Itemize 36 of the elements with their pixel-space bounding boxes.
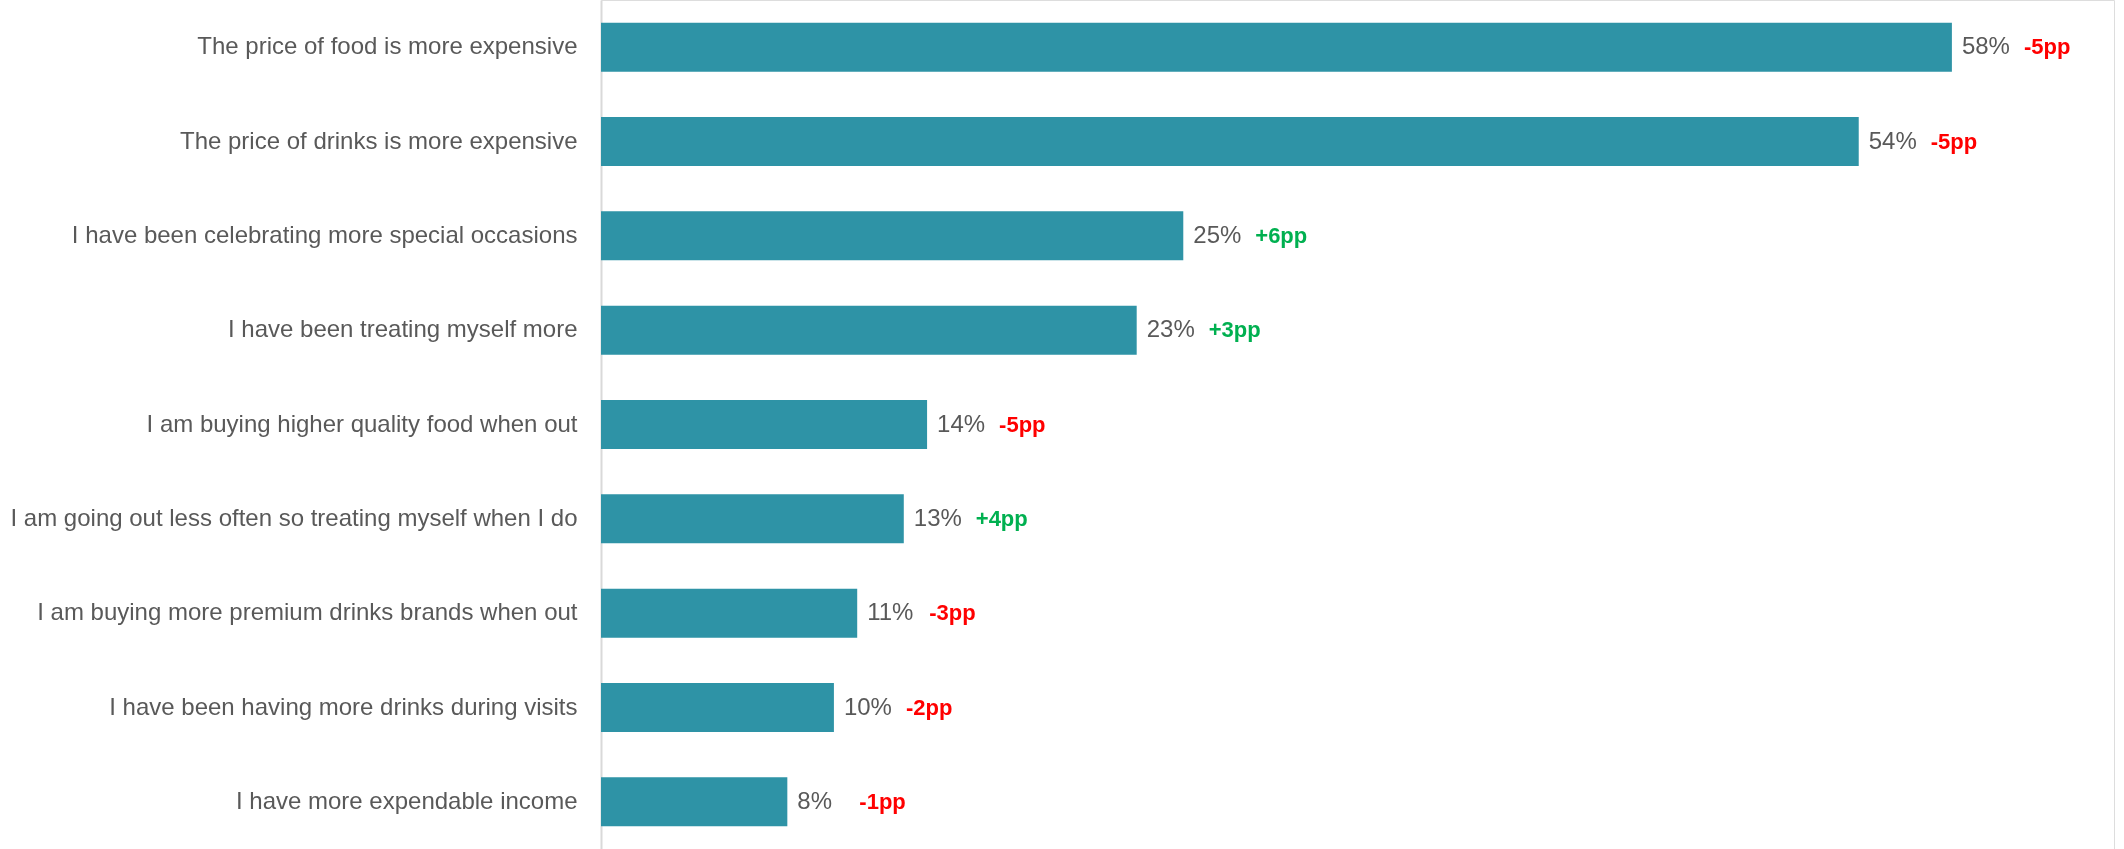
data-label: 13% — [913, 503, 962, 531]
data-label: 11% — [867, 598, 914, 626]
annotation: -5pp — [999, 411, 1046, 437]
data-label: 23% — [1146, 315, 1195, 343]
data-label: 25% — [1193, 220, 1242, 248]
y-tick-label: I have been treating myself more — [227, 315, 578, 343]
data-label: 8% — [797, 786, 833, 814]
bar — [601, 211, 1184, 261]
annotation: +4pp — [975, 505, 1028, 531]
y-tick-label: I have more expendable income — [235, 786, 578, 814]
data-label: 58% — [1961, 32, 2010, 60]
bar — [601, 399, 928, 450]
bar — [601, 588, 858, 638]
y-tick-label: I have been having more drinks during visits — [109, 692, 578, 720]
bar — [601, 777, 788, 827]
bar — [601, 22, 1952, 72]
bar — [601, 305, 1137, 355]
bar — [601, 116, 1859, 167]
annotation: +6pp — [1255, 222, 1308, 248]
y-tick-label: I am buying more premium drinks brands when out — [37, 598, 578, 626]
annotation: -5pp — [1930, 128, 1978, 154]
y-tick-label: I am buying higher quality food when out — [146, 409, 578, 437]
y-tick-label: The price of drinks is more expensive — [180, 126, 578, 154]
bar — [601, 494, 904, 544]
annotation: -1pp — [859, 788, 906, 814]
text: -5pp — [2023, 34, 2071, 60]
annotation: -2pp — [905, 694, 953, 720]
data-label: 10% — [843, 692, 892, 720]
bar — [601, 682, 834, 733]
data-label: 14% — [937, 409, 986, 437]
annotation: -3pp — [929, 600, 976, 626]
y-tick-label: I am going out less often so treating myself when I do — [10, 503, 578, 531]
y-tick-label: I have been celebrating more special occasions — [71, 220, 578, 248]
data-label: 54% — [1868, 126, 1917, 154]
annotation: +3pp — [1208, 317, 1261, 343]
y-tick-label: The price of food is more expensive — [197, 32, 578, 60]
